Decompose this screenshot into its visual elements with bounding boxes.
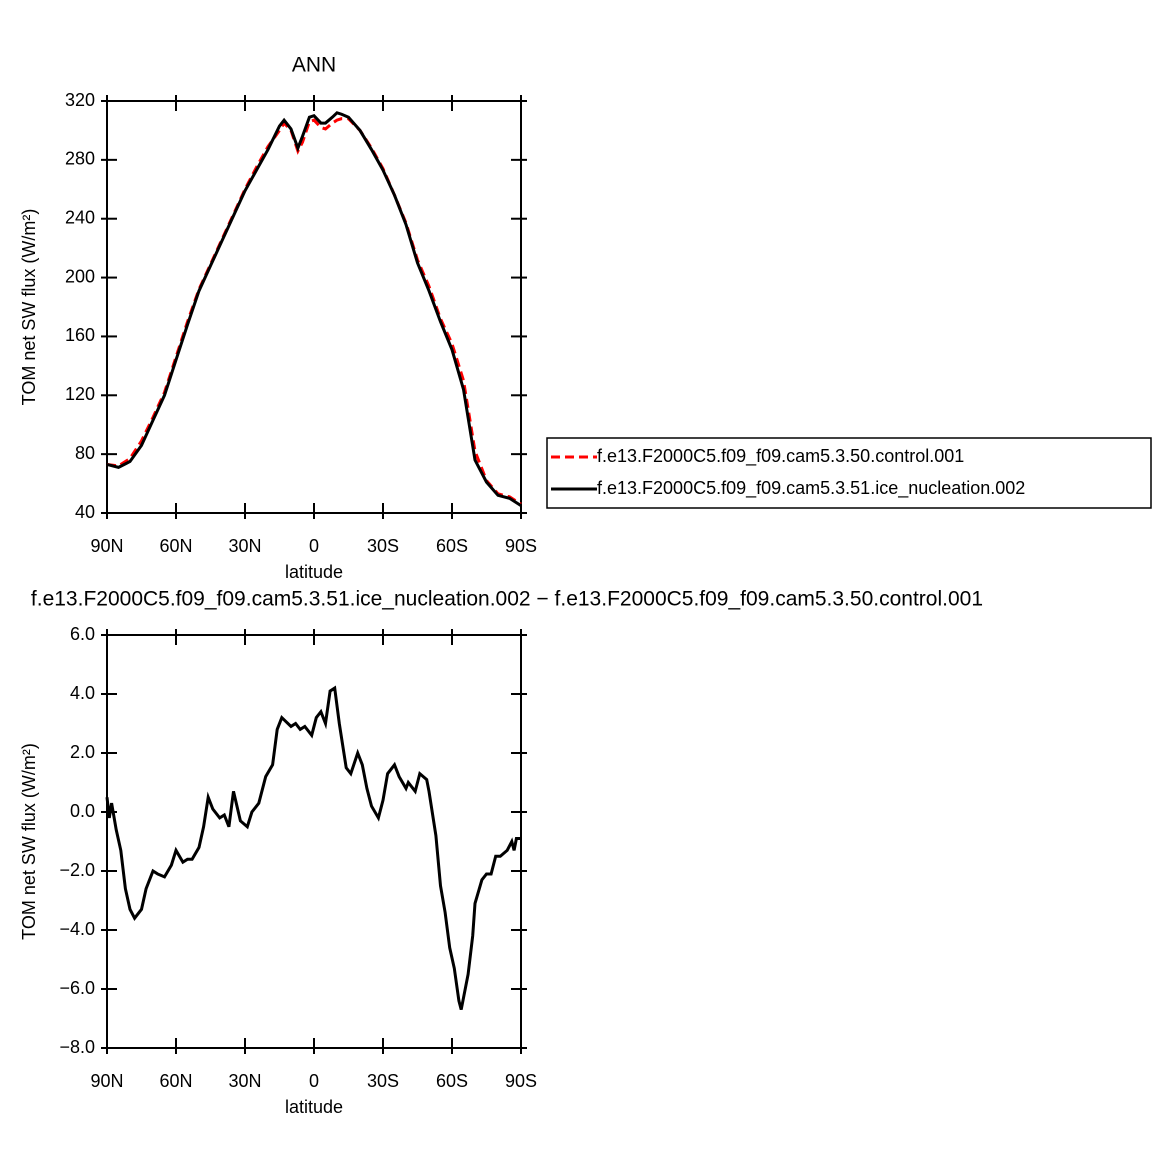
x-tick-label: 30N <box>228 1071 261 1091</box>
x-tick-label: 90N <box>90 536 123 556</box>
x-tick-label: 60N <box>159 536 192 556</box>
x-tick-label: 60S <box>436 536 468 556</box>
y-tick-label: 320 <box>65 90 95 110</box>
y-tick-label: −4.0 <box>59 919 95 939</box>
y-tick-label: 4.0 <box>70 683 95 703</box>
y-tick-label: 40 <box>75 502 95 522</box>
y-tick-label: 240 <box>65 207 95 227</box>
x-axis-label: latitude <box>285 1097 343 1117</box>
y-axis-label: TOM net SW flux (W/m²) <box>19 209 39 406</box>
x-tick-label: 90S <box>505 536 537 556</box>
y-tick-label: 160 <box>65 325 95 345</box>
x-tick-label: 30S <box>367 536 399 556</box>
x-tick-label: 30S <box>367 1071 399 1091</box>
x-axis-label: latitude <box>285 562 343 582</box>
data-line <box>106 111 522 507</box>
chart-title: f.e13.F2000C5.f09_f09.cam5.3.51.ice_nucl… <box>31 588 983 611</box>
y-tick-label: 2.0 <box>70 742 95 762</box>
y-tick-label: 0.0 <box>70 801 95 821</box>
x-tick-label: 0 <box>309 536 319 556</box>
legend-label: f.e13.F2000C5.f09_f09.cam5.3.50.control.… <box>597 446 964 467</box>
y-tick-label: −8.0 <box>59 1037 95 1057</box>
y-tick-label: 80 <box>75 443 95 463</box>
y-tick-label: 280 <box>65 149 95 169</box>
legend-box <box>546 437 1152 509</box>
x-tick-label: 90S <box>505 1071 537 1091</box>
x-tick-label: 30N <box>228 536 261 556</box>
plot-frame <box>106 100 522 514</box>
x-tick-label: 60N <box>159 1071 192 1091</box>
y-tick-label: 200 <box>65 266 95 286</box>
y-tick-label: 120 <box>65 384 95 404</box>
x-tick-label: 0 <box>309 1071 319 1091</box>
legend-label: f.e13.F2000C5.f09_f09.cam5.3.51.ice_nucl… <box>597 478 1025 499</box>
y-tick-label: −2.0 <box>59 860 95 880</box>
y-axis-label: TOM net SW flux (W/m²) <box>19 743 39 940</box>
chart-title: ANN <box>292 54 336 77</box>
x-tick-label: 90N <box>90 1071 123 1091</box>
y-tick-label: −6.0 <box>59 978 95 998</box>
plot-frame <box>106 634 522 1049</box>
x-tick-label: 60S <box>436 1071 468 1091</box>
y-tick-label: 6.0 <box>70 624 95 644</box>
data-line <box>105 685 521 1011</box>
data-line <box>106 117 522 506</box>
